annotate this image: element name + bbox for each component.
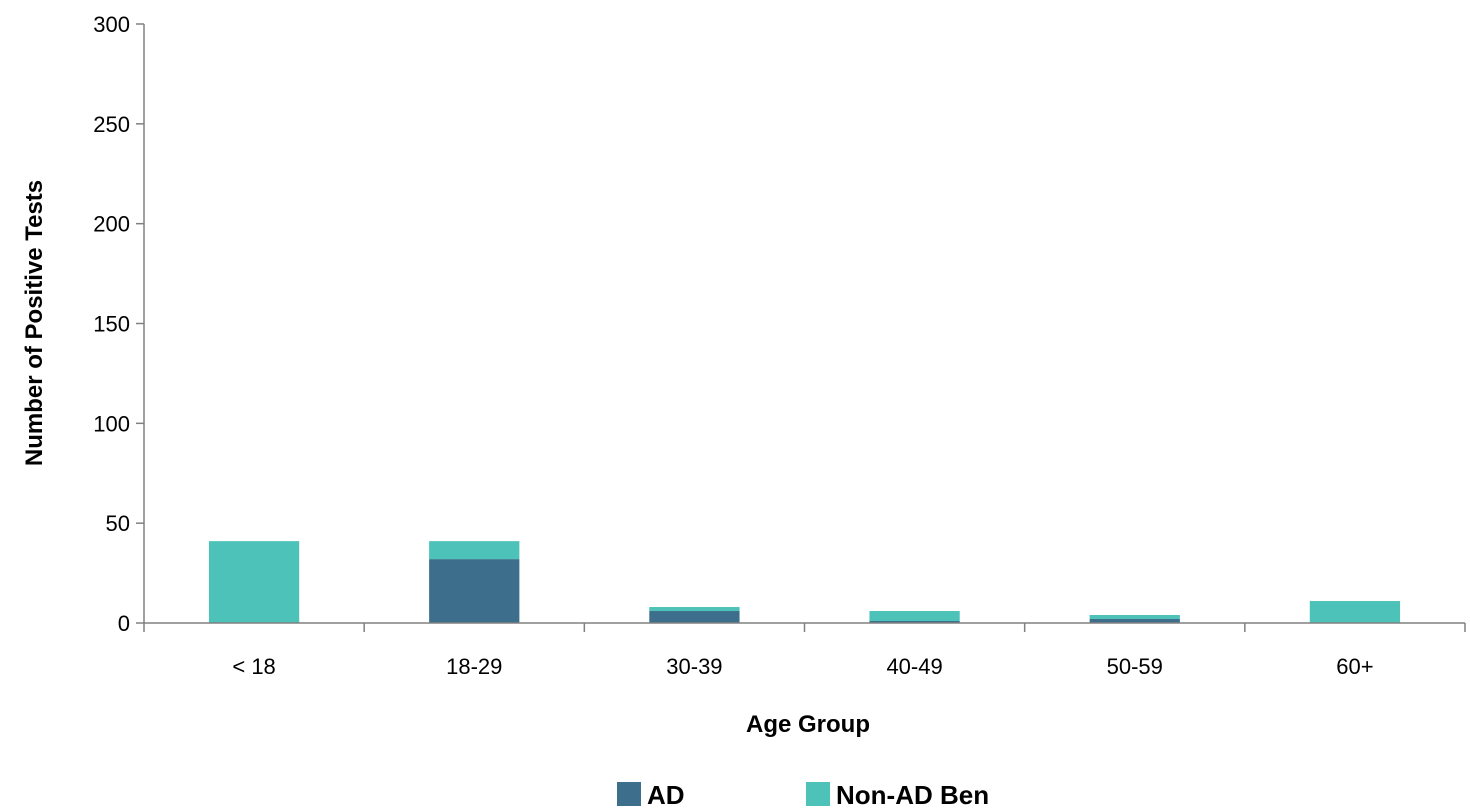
bar-non-ad-ben [429, 541, 520, 560]
x-tick-label: 50-59 [1107, 654, 1163, 679]
bar-non-ad-ben [208, 541, 300, 623]
bar-non-ad-ben [649, 607, 740, 612]
bar-non-ad-ben [869, 611, 960, 622]
y-tick-label: 150 [93, 312, 130, 337]
x-tick-label: 40-49 [886, 654, 942, 679]
bar-ad [429, 559, 520, 623]
bar-non-ad-ben [1089, 615, 1180, 620]
legend: AD Non-AD Ben [617, 780, 989, 809]
y-tick-label: 0 [118, 611, 130, 636]
bar-ad [649, 611, 740, 623]
x-axis: < 18 18-29 30-39 40-49 50-59 60+ [143, 622, 1466, 679]
y-axis: 0 50 100 150 200 250 300 [93, 12, 145, 636]
x-tick-label: 60+ [1336, 654, 1373, 679]
plot-area [208, 541, 1401, 623]
x-tick-label: 30-39 [666, 654, 722, 679]
legend-swatch [617, 782, 641, 806]
y-tick-label: 250 [93, 112, 130, 137]
x-tick-label: 18-29 [446, 654, 502, 679]
x-tick-label: < 18 [232, 654, 275, 679]
legend-label: AD [647, 780, 685, 809]
y-tick-label: 100 [93, 411, 130, 436]
y-axis-title: Number of Positive Tests [21, 180, 48, 466]
bar-ad [1089, 619, 1180, 623]
bar-ad [869, 621, 960, 623]
y-tick-label: 300 [93, 12, 130, 37]
y-tick-label: 50 [106, 511, 130, 536]
x-axis-title: Age Group [746, 711, 870, 738]
y-tick-label: 200 [93, 212, 130, 237]
legend-label: Non-AD Ben [836, 780, 989, 809]
bar-non-ad-ben [1309, 601, 1401, 623]
legend-swatch [806, 782, 830, 806]
